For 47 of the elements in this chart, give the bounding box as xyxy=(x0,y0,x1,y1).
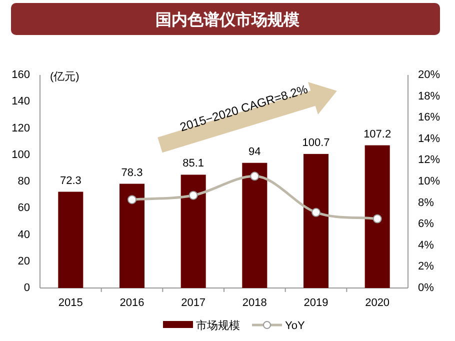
x-tick-label: 2019 xyxy=(304,297,328,309)
y-tick-label: 120 xyxy=(12,122,30,134)
y-tick-label: 60 xyxy=(18,202,30,214)
x-tick-label: 2017 xyxy=(181,297,206,309)
y2-tick-label: 12% xyxy=(418,154,440,166)
data-label: 85.1 xyxy=(182,158,204,170)
y-tick-label: 100 xyxy=(12,148,30,161)
y-tick-label: 80 xyxy=(18,176,30,188)
y-tick-label: 140 xyxy=(12,96,30,108)
x-tick-label: 2016 xyxy=(120,297,144,309)
y2-tick-label: 4% xyxy=(418,239,434,252)
point xyxy=(128,195,136,204)
bar xyxy=(242,162,268,288)
x-tick-label: 2015 xyxy=(58,297,83,309)
y-tick-label: 160 xyxy=(12,69,30,81)
y2-tick-label: 14% xyxy=(418,132,440,145)
bar xyxy=(304,154,328,288)
data-label: 100.7 xyxy=(302,136,330,149)
point xyxy=(312,208,320,217)
data-label: 107.2 xyxy=(364,128,392,140)
y-tick-label: 0 xyxy=(24,282,30,294)
bar xyxy=(180,174,206,288)
bar xyxy=(120,184,144,288)
y2-tick-label: 2% xyxy=(418,260,434,273)
legend-label: 市场规模 xyxy=(196,319,240,332)
y2-tick-label: 10% xyxy=(418,176,440,188)
y2-tick-label: 0% xyxy=(418,282,434,294)
chart-title: 国内色谱仪市场规模 xyxy=(156,11,300,29)
x-tick-label: 2020 xyxy=(365,297,390,309)
y2-tick-label: 18% xyxy=(418,90,440,102)
point xyxy=(250,172,260,181)
y2-tick-label: 20% xyxy=(418,69,440,81)
bar xyxy=(58,192,84,288)
bar xyxy=(364,145,390,288)
y2-tick-label: 6% xyxy=(418,218,434,230)
x-tick-label: 2018 xyxy=(242,297,267,309)
data-label: 94 xyxy=(248,146,261,158)
legend-label: YoY xyxy=(285,320,306,332)
y-tick-label: 40 xyxy=(18,228,30,241)
y-tick-label: 20 xyxy=(18,255,30,268)
y2-tick-label: 8% xyxy=(418,196,434,209)
data-label: 72.3 xyxy=(60,174,82,187)
y2-tick-label: 16% xyxy=(418,112,440,124)
y-axis-title: (亿元) xyxy=(50,71,80,83)
point xyxy=(372,214,382,224)
point xyxy=(188,190,198,200)
data-label: 78.3 xyxy=(121,166,143,179)
